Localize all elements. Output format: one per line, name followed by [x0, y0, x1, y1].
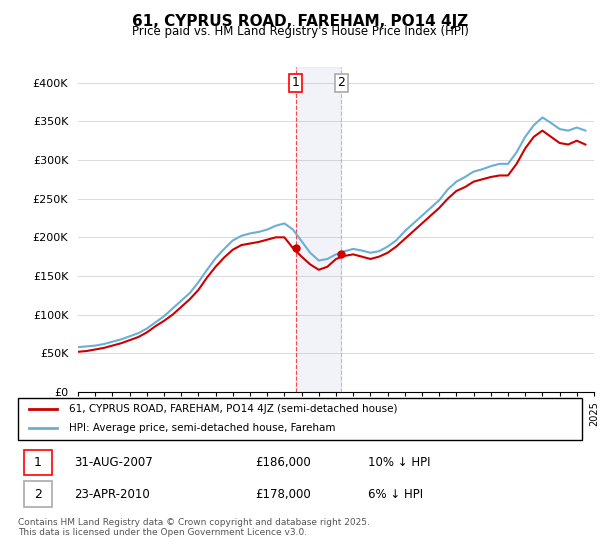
Text: 10% ↓ HPI: 10% ↓ HPI: [368, 456, 430, 469]
Text: 6% ↓ HPI: 6% ↓ HPI: [368, 488, 423, 501]
Text: 1: 1: [292, 76, 300, 89]
Text: 2: 2: [34, 488, 41, 501]
Text: 61, CYPRUS ROAD, FAREHAM, PO14 4JZ (semi-detached house): 61, CYPRUS ROAD, FAREHAM, PO14 4JZ (semi…: [69, 404, 397, 414]
Text: 23-APR-2010: 23-APR-2010: [74, 488, 150, 501]
Bar: [296, 67, 341, 392]
Text: 31-AUG-2007: 31-AUG-2007: [74, 456, 153, 469]
Text: 1: 1: [34, 456, 41, 469]
Text: HPI: Average price, semi-detached house, Fareham: HPI: Average price, semi-detached house,…: [69, 423, 335, 433]
FancyBboxPatch shape: [23, 450, 52, 475]
Text: Contains HM Land Registry data © Crown copyright and database right 2025.
This d: Contains HM Land Registry data © Crown c…: [18, 518, 370, 538]
Text: 61, CYPRUS ROAD, FAREHAM, PO14 4JZ: 61, CYPRUS ROAD, FAREHAM, PO14 4JZ: [132, 14, 468, 29]
FancyBboxPatch shape: [18, 398, 582, 440]
FancyBboxPatch shape: [23, 482, 52, 507]
Text: £186,000: £186,000: [255, 456, 311, 469]
Text: 2: 2: [337, 76, 345, 89]
Text: £178,000: £178,000: [255, 488, 311, 501]
Text: Price paid vs. HM Land Registry's House Price Index (HPI): Price paid vs. HM Land Registry's House …: [131, 25, 469, 38]
